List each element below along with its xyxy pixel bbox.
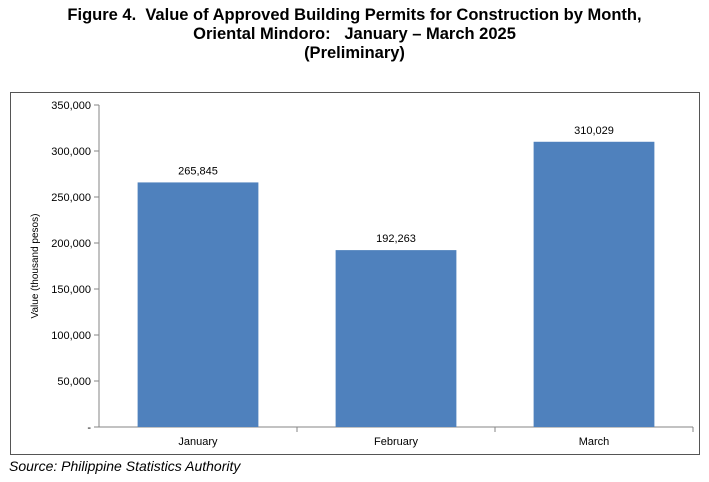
y-tick-label: 350,000 — [51, 100, 91, 112]
y-tick-label: 300,000 — [51, 146, 91, 158]
y-tick-label: 250,000 — [51, 192, 91, 204]
y-tick-label: 100,000 — [51, 330, 91, 342]
figure-title: Figure 4. Value of Approved Building Per… — [0, 6, 709, 63]
y-tick-label: 50,000 — [57, 376, 91, 388]
y-tick-label: - — [87, 422, 91, 434]
x-tick-label: January — [178, 436, 218, 448]
y-axis-title: Value (thousand pesos) — [30, 214, 41, 319]
bar-march — [533, 141, 655, 427]
title-line-1: Figure 4. Value of Approved Building Per… — [67, 6, 642, 24]
title-line-3: (Preliminary) — [304, 44, 405, 62]
y-tick-label: 200,000 — [51, 238, 91, 250]
x-tick-label: February — [374, 436, 419, 448]
bar-january — [137, 182, 259, 427]
chart-frame — [10, 92, 700, 455]
bar-february — [335, 250, 457, 427]
title-line-2: Oriental Mindoro: January – March 2025 — [193, 25, 516, 43]
x-tick-label: March — [579, 436, 610, 448]
data-label: 265,845 — [178, 165, 218, 177]
y-tick-label: 150,000 — [51, 284, 91, 296]
data-label: 192,263 — [376, 233, 416, 245]
source-note: Source: Philippine Statistics Authority — [9, 458, 241, 474]
data-label: 310,029 — [574, 125, 614, 137]
